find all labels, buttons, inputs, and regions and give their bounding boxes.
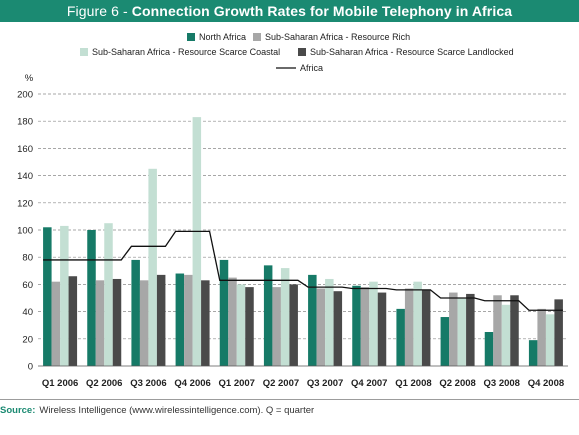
y-tick-label: 140 (17, 171, 33, 182)
bar (466, 293, 475, 366)
legend-swatch (187, 33, 195, 41)
bar (545, 314, 555, 366)
bar (325, 278, 334, 366)
legend-swatch (253, 33, 261, 41)
bar (184, 274, 193, 366)
bar (360, 287, 370, 366)
bar (112, 278, 122, 366)
x-tick-label: Q2 2008 (439, 378, 475, 389)
bar (440, 317, 450, 366)
y-tick-label: 120 (17, 198, 33, 209)
legend-label: Africa (300, 63, 323, 73)
bar (201, 280, 210, 366)
figure-title-bar: Figure 6 - Connection Growth Rates for M… (0, 0, 579, 22)
bar (554, 299, 563, 366)
footer-divider (0, 399, 579, 400)
bar (510, 295, 519, 366)
bar (369, 281, 378, 366)
chart-canvas: North Africa Sub-Saharan Africa - Resourc… (17, 32, 568, 389)
bar (289, 284, 298, 366)
bar (131, 259, 140, 366)
bar (493, 295, 502, 366)
bar (421, 289, 431, 366)
bar (139, 280, 149, 366)
source-note: Source: Wireless Intelligence (www.wirele… (0, 405, 314, 416)
bar (68, 276, 78, 366)
source-text: Wireless Intelligence (www.wirelessintel… (39, 405, 315, 416)
bar (484, 332, 494, 366)
bar (228, 277, 237, 366)
x-tick-label: Q2 2007 (263, 378, 299, 389)
y-tick-label: 60 (22, 280, 33, 291)
legend-label: Sub-Saharan Africa - Resource Scarce Lan… (310, 47, 514, 57)
bar (263, 265, 273, 366)
legend-label: Sub-Saharan Africa - Resource Rich (265, 32, 410, 42)
legend-swatch (80, 48, 88, 56)
bar (219, 259, 229, 366)
bar (245, 287, 254, 366)
africa-line (43, 230, 563, 311)
bar (537, 308, 546, 366)
bar (377, 292, 387, 366)
bar (60, 225, 69, 366)
legend-label: Sub-Saharan Africa - Resource Scarce Coa… (92, 47, 280, 57)
bar (404, 288, 414, 366)
y-tick-label: 200 (17, 90, 33, 101)
y-tick-label: 20 (22, 334, 33, 345)
y-tick-label: 40 (22, 307, 33, 318)
bar (396, 308, 405, 366)
bar (528, 340, 538, 366)
x-tick-label: Q3 2006 (130, 378, 166, 389)
y-tick-label: 100 (17, 226, 33, 237)
x-tick-label: Q2 2006 (86, 378, 122, 389)
bar (156, 274, 166, 366)
bar (413, 281, 422, 366)
x-tick-label: Q1 2008 (395, 378, 431, 389)
bar (280, 268, 290, 366)
bar (449, 292, 458, 366)
y-tick-label: 180 (17, 117, 33, 128)
bar (95, 280, 105, 366)
y-tick-label: 0 (28, 362, 33, 373)
x-tick-label: Q4 2006 (174, 378, 210, 389)
source-label: Source: (0, 405, 36, 416)
x-tick-label: Q3 2008 (484, 378, 520, 389)
y-axis-label: % (25, 73, 34, 84)
bar (236, 284, 246, 366)
bar (43, 227, 52, 366)
x-tick-label: Q4 2008 (528, 378, 564, 389)
bar (501, 304, 511, 366)
bar (352, 285, 361, 366)
chart-title: Connection Growth Rates for Mobile Telep… (131, 3, 513, 19)
bar (192, 117, 202, 367)
figure-prefix: Figure 6 - (66, 3, 128, 19)
x-tick-label: Q3 2007 (307, 378, 343, 389)
x-tick-label: Q1 2006 (42, 378, 78, 389)
bar (104, 223, 113, 366)
legend-label: North Africa (199, 32, 246, 42)
bar (87, 230, 96, 366)
legend-swatch (298, 48, 306, 56)
bar (148, 168, 157, 366)
bar (175, 273, 185, 366)
bar (316, 288, 326, 366)
bar (457, 298, 467, 366)
x-tick-label: Q1 2007 (219, 378, 255, 389)
y-tick-label: 160 (17, 144, 33, 155)
bar (308, 274, 317, 366)
x-tick-label: Q4 2007 (351, 378, 387, 389)
bar (333, 291, 343, 366)
y-tick-label: 80 (22, 253, 33, 264)
bar (272, 287, 281, 366)
bar (51, 281, 61, 366)
